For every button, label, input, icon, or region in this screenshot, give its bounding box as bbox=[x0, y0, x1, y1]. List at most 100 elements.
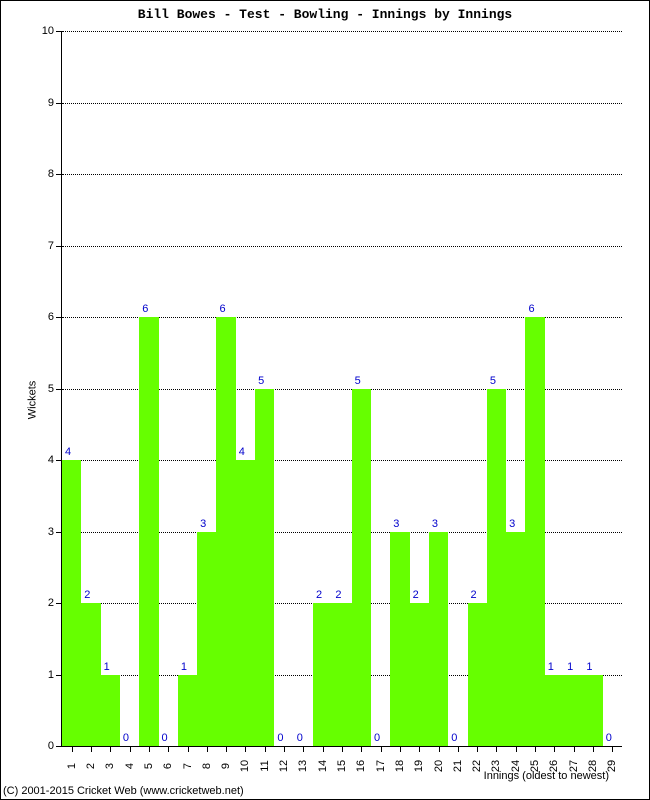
bar-value-label: 0 bbox=[123, 732, 129, 744]
y-tick-label: 7 bbox=[48, 240, 62, 252]
x-tick-label: 21 bbox=[452, 760, 464, 772]
bar bbox=[506, 532, 525, 747]
bar-value-label: 0 bbox=[374, 732, 380, 744]
bar-value-label: 1 bbox=[567, 661, 573, 673]
x-tick bbox=[303, 746, 304, 752]
gridline bbox=[62, 103, 622, 104]
x-tick bbox=[110, 746, 111, 752]
bar-value-label: 0 bbox=[297, 732, 303, 744]
bar-value-label: 3 bbox=[432, 518, 438, 530]
x-tick bbox=[400, 746, 401, 752]
chart-container: Bill Bowes - Test - Bowling - Innings by… bbox=[0, 0, 650, 800]
y-tick-label: 10 bbox=[42, 25, 62, 37]
bar bbox=[525, 317, 544, 746]
y-tick-label: 2 bbox=[48, 597, 62, 609]
x-tick bbox=[381, 746, 382, 752]
bar bbox=[410, 603, 429, 746]
gridline bbox=[62, 246, 622, 247]
bar-value-label: 0 bbox=[606, 732, 612, 744]
x-tick-label: 13 bbox=[297, 760, 309, 772]
x-tick bbox=[419, 746, 420, 752]
plot-area: 0123456789104122130465061738694105110120… bbox=[61, 31, 622, 747]
bar-value-label: 1 bbox=[586, 661, 592, 673]
bar-value-label: 0 bbox=[277, 732, 283, 744]
bar bbox=[468, 603, 487, 746]
bar-value-label: 0 bbox=[162, 732, 168, 744]
bar bbox=[255, 389, 274, 747]
x-tick-label: 10 bbox=[239, 760, 251, 772]
x-tick-label: 14 bbox=[317, 760, 329, 772]
bar bbox=[178, 675, 197, 747]
x-tick bbox=[477, 746, 478, 752]
bar bbox=[332, 603, 351, 746]
bar-value-label: 3 bbox=[200, 518, 206, 530]
bar-value-label: 0 bbox=[451, 732, 457, 744]
x-tick bbox=[284, 746, 285, 752]
x-tick-label: 4 bbox=[124, 763, 136, 769]
y-tick-label: 6 bbox=[48, 311, 62, 323]
bar-value-label: 4 bbox=[65, 446, 71, 458]
x-tick-label: 2 bbox=[85, 763, 97, 769]
bar-value-label: 5 bbox=[490, 375, 496, 387]
x-tick-label: 15 bbox=[336, 760, 348, 772]
y-tick-label: 5 bbox=[48, 383, 62, 395]
bar bbox=[62, 460, 81, 746]
x-tick bbox=[593, 746, 594, 752]
bar-value-label: 6 bbox=[142, 303, 148, 315]
bar bbox=[429, 532, 448, 747]
x-tick-label: 9 bbox=[220, 763, 232, 769]
x-tick bbox=[72, 746, 73, 752]
bar-value-label: 2 bbox=[471, 589, 477, 601]
bar bbox=[101, 675, 120, 747]
x-tick bbox=[342, 746, 343, 752]
bar bbox=[390, 532, 409, 747]
x-axis-title: Innings (oldest to newest) bbox=[484, 770, 609, 782]
bar bbox=[352, 389, 371, 747]
x-tick bbox=[535, 746, 536, 752]
bar bbox=[139, 317, 158, 746]
x-tick-label: 1 bbox=[66, 763, 78, 769]
x-tick bbox=[496, 746, 497, 752]
y-tick-label: 3 bbox=[48, 526, 62, 538]
chart-title: Bill Bowes - Test - Bowling - Innings by… bbox=[1, 7, 649, 22]
bar bbox=[487, 389, 506, 747]
x-tick bbox=[439, 746, 440, 752]
bar-value-label: 1 bbox=[548, 661, 554, 673]
x-tick bbox=[91, 746, 92, 752]
x-tick-label: 12 bbox=[278, 760, 290, 772]
x-tick bbox=[207, 746, 208, 752]
x-tick-label: 11 bbox=[259, 760, 271, 771]
x-tick-label: 6 bbox=[162, 763, 174, 769]
y-tick-label: 9 bbox=[48, 97, 62, 109]
bar-value-label: 1 bbox=[181, 661, 187, 673]
x-tick bbox=[612, 746, 613, 752]
y-tick-label: 4 bbox=[48, 454, 62, 466]
bar bbox=[545, 675, 564, 747]
x-tick bbox=[226, 746, 227, 752]
bar-value-label: 6 bbox=[528, 303, 534, 315]
x-tick bbox=[554, 746, 555, 752]
x-tick bbox=[245, 746, 246, 752]
bar bbox=[216, 317, 235, 746]
x-tick bbox=[188, 746, 189, 752]
y-tick-label: 0 bbox=[48, 740, 62, 752]
x-tick-label: 19 bbox=[413, 760, 425, 772]
x-tick bbox=[574, 746, 575, 752]
x-tick bbox=[149, 746, 150, 752]
gridline bbox=[62, 31, 622, 32]
bar-value-label: 1 bbox=[104, 661, 110, 673]
bar bbox=[564, 675, 583, 747]
x-tick-label: 16 bbox=[355, 760, 367, 772]
x-tick-label: 3 bbox=[104, 763, 116, 769]
bar-value-label: 3 bbox=[509, 518, 515, 530]
x-tick-label: 22 bbox=[471, 760, 483, 772]
bar bbox=[236, 460, 255, 746]
bar-value-label: 2 bbox=[84, 589, 90, 601]
bar-value-label: 4 bbox=[239, 446, 245, 458]
x-tick-label: 7 bbox=[182, 763, 194, 769]
x-tick bbox=[516, 746, 517, 752]
x-tick bbox=[458, 746, 459, 752]
bar-value-label: 6 bbox=[219, 303, 225, 315]
y-tick-label: 8 bbox=[48, 168, 62, 180]
footer-text: (C) 2001-2015 Cricket Web (www.cricketwe… bbox=[3, 785, 244, 797]
